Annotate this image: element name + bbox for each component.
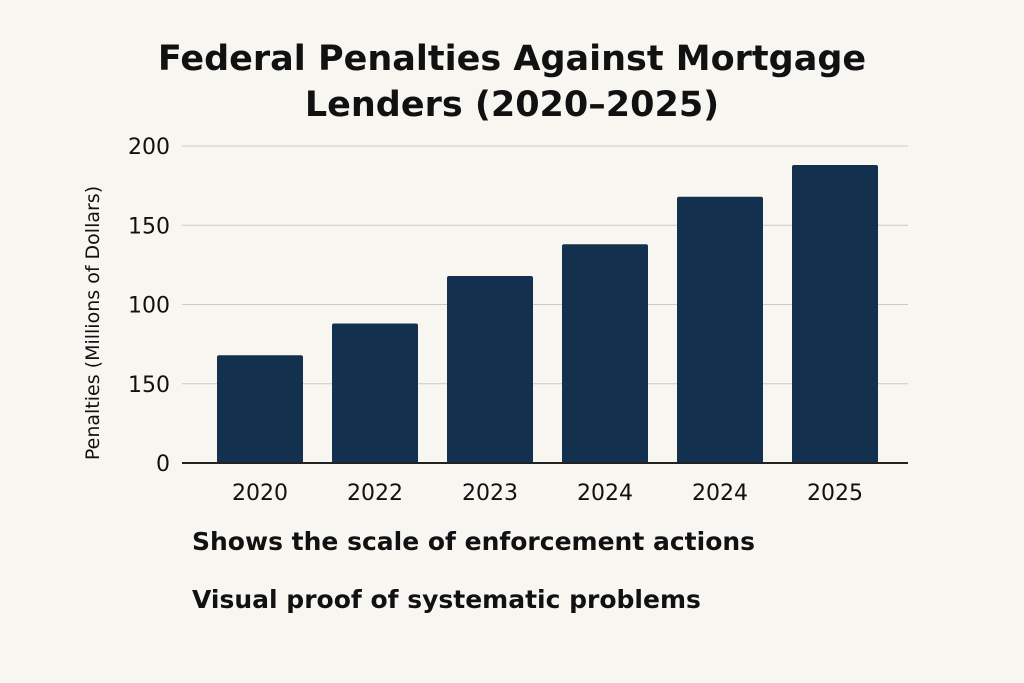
x-tick-label: 2024: [692, 481, 748, 506]
y-tick-label: 150: [128, 214, 170, 239]
y-tick-label: 200: [128, 135, 170, 160]
x-axis-ticks: 2020 2022 2023 2024 2024 2025: [232, 481, 863, 506]
bar-2025-5: [792, 165, 878, 463]
x-tick-label: 2023: [462, 481, 518, 506]
bar-2020-0: [217, 355, 303, 463]
x-tick-label: 2024: [577, 481, 633, 506]
note-scale: Shows the scale of enforcement actions: [192, 527, 756, 556]
x-tick-label: 2025: [807, 481, 863, 506]
bar-2024-3: [562, 244, 648, 463]
x-tick-label: 2022: [347, 481, 403, 506]
y-tick-label: 150: [128, 373, 170, 398]
bar-2022-1: [332, 323, 418, 463]
bar-2023-2: [447, 275, 533, 463]
chart-title: Federal Penalties Against Mortgage Lende…: [157, 39, 867, 125]
bars: [217, 165, 878, 463]
note-proof: Visual proof of systematic problems: [192, 585, 701, 614]
bar-2024-4: [677, 196, 763, 463]
y-tick-label: 100: [128, 294, 170, 319]
y-axis-ticks: 0 150 100 150 200: [128, 135, 170, 477]
x-tick-label: 2020: [232, 481, 288, 506]
y-axis-label: Penalties (Millions of Dollars): [82, 186, 104, 460]
y-tick-label: 0: [156, 452, 170, 477]
